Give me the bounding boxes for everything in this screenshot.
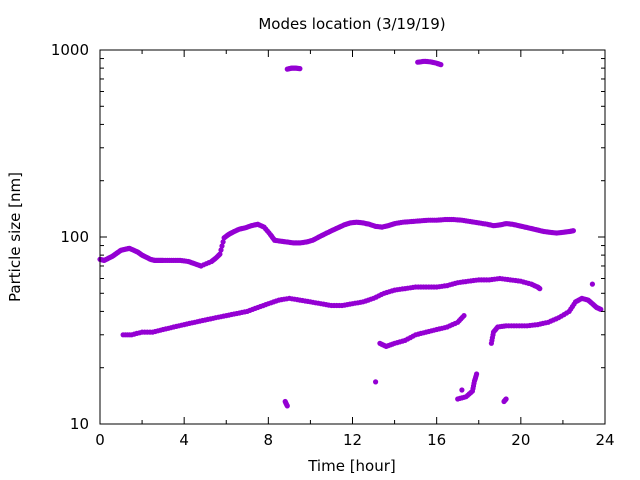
data-point (461, 313, 467, 319)
data-points (97, 58, 604, 409)
x-axis-label: Time [hour] (307, 457, 396, 475)
data-point (219, 243, 225, 249)
x-tick-label: 20 (511, 431, 530, 449)
data-point (598, 306, 604, 312)
x-tick-label: 24 (595, 431, 614, 449)
x-tick-label: 12 (343, 431, 362, 449)
data-point (474, 371, 480, 377)
y-tick-label: 1000 (51, 41, 89, 59)
y-tick-label: 10 (70, 415, 89, 433)
data-point (284, 403, 290, 409)
x-tick-label: 0 (95, 431, 105, 449)
y-tick-labels: 10 100 1000 (51, 41, 89, 433)
data-point (373, 379, 379, 385)
data-point (438, 62, 444, 68)
y-tick-label: 100 (60, 228, 89, 246)
data-point (503, 396, 509, 402)
data-point (459, 387, 465, 393)
data-point (297, 66, 303, 72)
y-axis-label: Particle size [nm] (6, 172, 24, 302)
data-point (218, 247, 224, 253)
data-point (220, 239, 226, 245)
data-point (589, 281, 596, 287)
data-point (537, 286, 543, 292)
chart-title: Modes location (3/19/19) (258, 15, 445, 33)
x-tick-label: 16 (427, 431, 446, 449)
data-point (570, 228, 577, 234)
axis-ticks (99, 49, 606, 425)
x-tick-label: 8 (264, 431, 274, 449)
data-point (217, 251, 223, 257)
x-tick-labels: 0 4 8 12 16 20 24 (95, 431, 614, 449)
plot-frame (99, 49, 606, 425)
x-tick-label: 4 (179, 431, 189, 449)
